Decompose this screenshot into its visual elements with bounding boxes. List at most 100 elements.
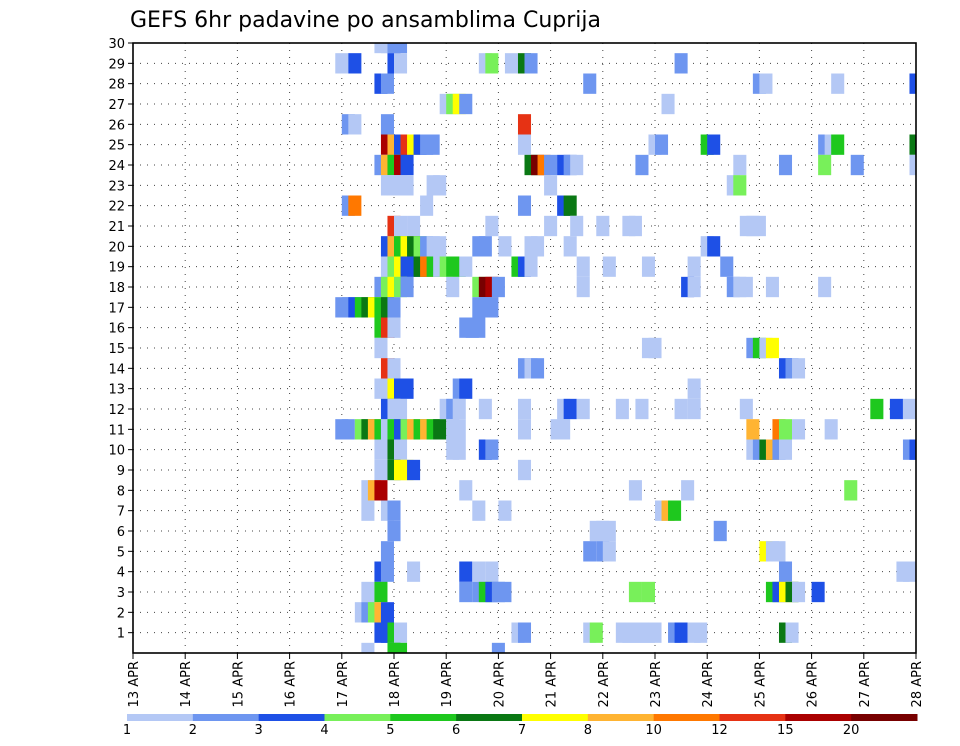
heatmap-cell (374, 480, 388, 501)
heatmap-cell (811, 581, 825, 603)
heatmap-cell (668, 500, 682, 521)
heatmap-cell (433, 175, 447, 196)
heatmap-cell (778, 154, 793, 176)
heatmap-cell (400, 378, 414, 399)
heatmap-cell (374, 43, 388, 54)
heatmap-cell (889, 398, 903, 420)
heatmap-cell (387, 317, 401, 338)
legend-swatch (258, 714, 325, 721)
heatmap-cell (687, 256, 701, 277)
y-tick-label: 19 (108, 261, 125, 276)
heatmap-cell (648, 337, 662, 359)
heatmap-cell (380, 114, 394, 135)
legend-swatch (587, 714, 655, 721)
legend-label: 12 (711, 723, 728, 738)
heatmap-cell (341, 419, 355, 440)
heatmap-cell (452, 398, 466, 420)
heatmap-cell (517, 419, 532, 440)
legend-label: 7 (518, 723, 526, 738)
heatmap-cell (674, 53, 688, 74)
heatmap-cell (602, 520, 616, 542)
heatmap-cell (374, 581, 388, 603)
heatmap-cell (818, 154, 832, 176)
heatmap-cell (628, 215, 642, 237)
y-tick-label: 17 (108, 301, 125, 316)
heatmap-cell (902, 561, 916, 582)
heatmap-cell (661, 93, 675, 115)
heatmap-cell (400, 175, 414, 196)
heatmap-cell (746, 419, 760, 440)
heatmap-cell (459, 561, 473, 582)
legend-label: 3 (255, 723, 263, 738)
heatmap-cell (407, 561, 421, 582)
y-tick-label: 8 (117, 484, 125, 499)
heatmap-cell (361, 581, 375, 603)
heatmap-cell (361, 500, 375, 521)
heatmap-cell (394, 622, 408, 643)
heatmap-cell (433, 419, 447, 440)
x-tick-label: 13 APR (127, 661, 142, 707)
heatmap-cell (733, 154, 747, 176)
heatmap-cell (452, 439, 466, 460)
heatmap-cell (407, 459, 421, 481)
heatmap-cell (909, 439, 916, 460)
y-tick-label: 14 (108, 362, 125, 377)
heatmap-cell (394, 642, 408, 653)
heatmap-cell (524, 53, 538, 74)
y-tick-label: 28 (108, 78, 125, 93)
heatmap-cell (576, 276, 590, 298)
heatmap-cell (472, 561, 486, 582)
heatmap-cell (720, 256, 734, 277)
heatmap-cell (792, 358, 806, 379)
y-tick-label: 18 (108, 281, 125, 296)
y-tick-label: 6 (117, 525, 125, 540)
y-tick-label: 25 (108, 139, 125, 154)
heatmap-cell (792, 419, 806, 440)
heatmap-cell (570, 154, 584, 176)
heatmap-cell (491, 642, 505, 653)
y-tick-label: 29 (108, 57, 125, 72)
heatmap-cell (420, 195, 434, 216)
heatmap-cell (380, 73, 394, 94)
heatmap-cell (472, 317, 486, 338)
x-tick-label: 18 APR (388, 661, 403, 707)
legend-label: 1 (123, 723, 131, 738)
y-tick-label: 15 (108, 342, 125, 357)
heatmap-cell (902, 398, 916, 420)
legend-swatch (390, 714, 457, 721)
heatmap-cell (909, 154, 916, 176)
heatmap-cell (498, 500, 512, 521)
y-tick-label: 9 (117, 464, 125, 479)
x-tick-label: 22 APR (597, 661, 612, 707)
x-tick-label: 26 APR (806, 661, 821, 707)
x-tick-label: 28 APR (910, 661, 925, 707)
heatmap-cell (752, 215, 766, 237)
heatmap-cell (524, 256, 538, 277)
heatmap-cell (589, 622, 603, 643)
heatmap-cell (485, 297, 499, 318)
heatmap-cell (426, 134, 440, 155)
heatmap-cell (778, 561, 793, 582)
y-axis-ticks: 1234567891011121314151617181920212223242… (108, 37, 133, 642)
y-tick-label: 23 (108, 179, 125, 194)
heatmap-cell (517, 195, 532, 216)
heatmap-cell (387, 520, 401, 542)
heatmap-cell (707, 134, 721, 155)
heatmap-cell (335, 53, 349, 74)
heatmap-cell (792, 581, 806, 603)
x-tick-label: 20 APR (492, 661, 507, 707)
heatmap-cell (850, 154, 864, 176)
heatmap-cell (452, 419, 466, 440)
y-tick-label: 20 (108, 240, 125, 255)
heatmap-cell (687, 378, 701, 399)
x-tick-label: 19 APR (440, 661, 455, 707)
legend-swatch (324, 714, 391, 721)
y-tick-label: 2 (117, 606, 125, 621)
heatmap-cell (361, 642, 375, 653)
legend-label: 5 (386, 723, 394, 738)
heatmap-cell (485, 215, 499, 237)
legend-swatch (522, 714, 589, 721)
heatmap-cell (348, 114, 362, 135)
